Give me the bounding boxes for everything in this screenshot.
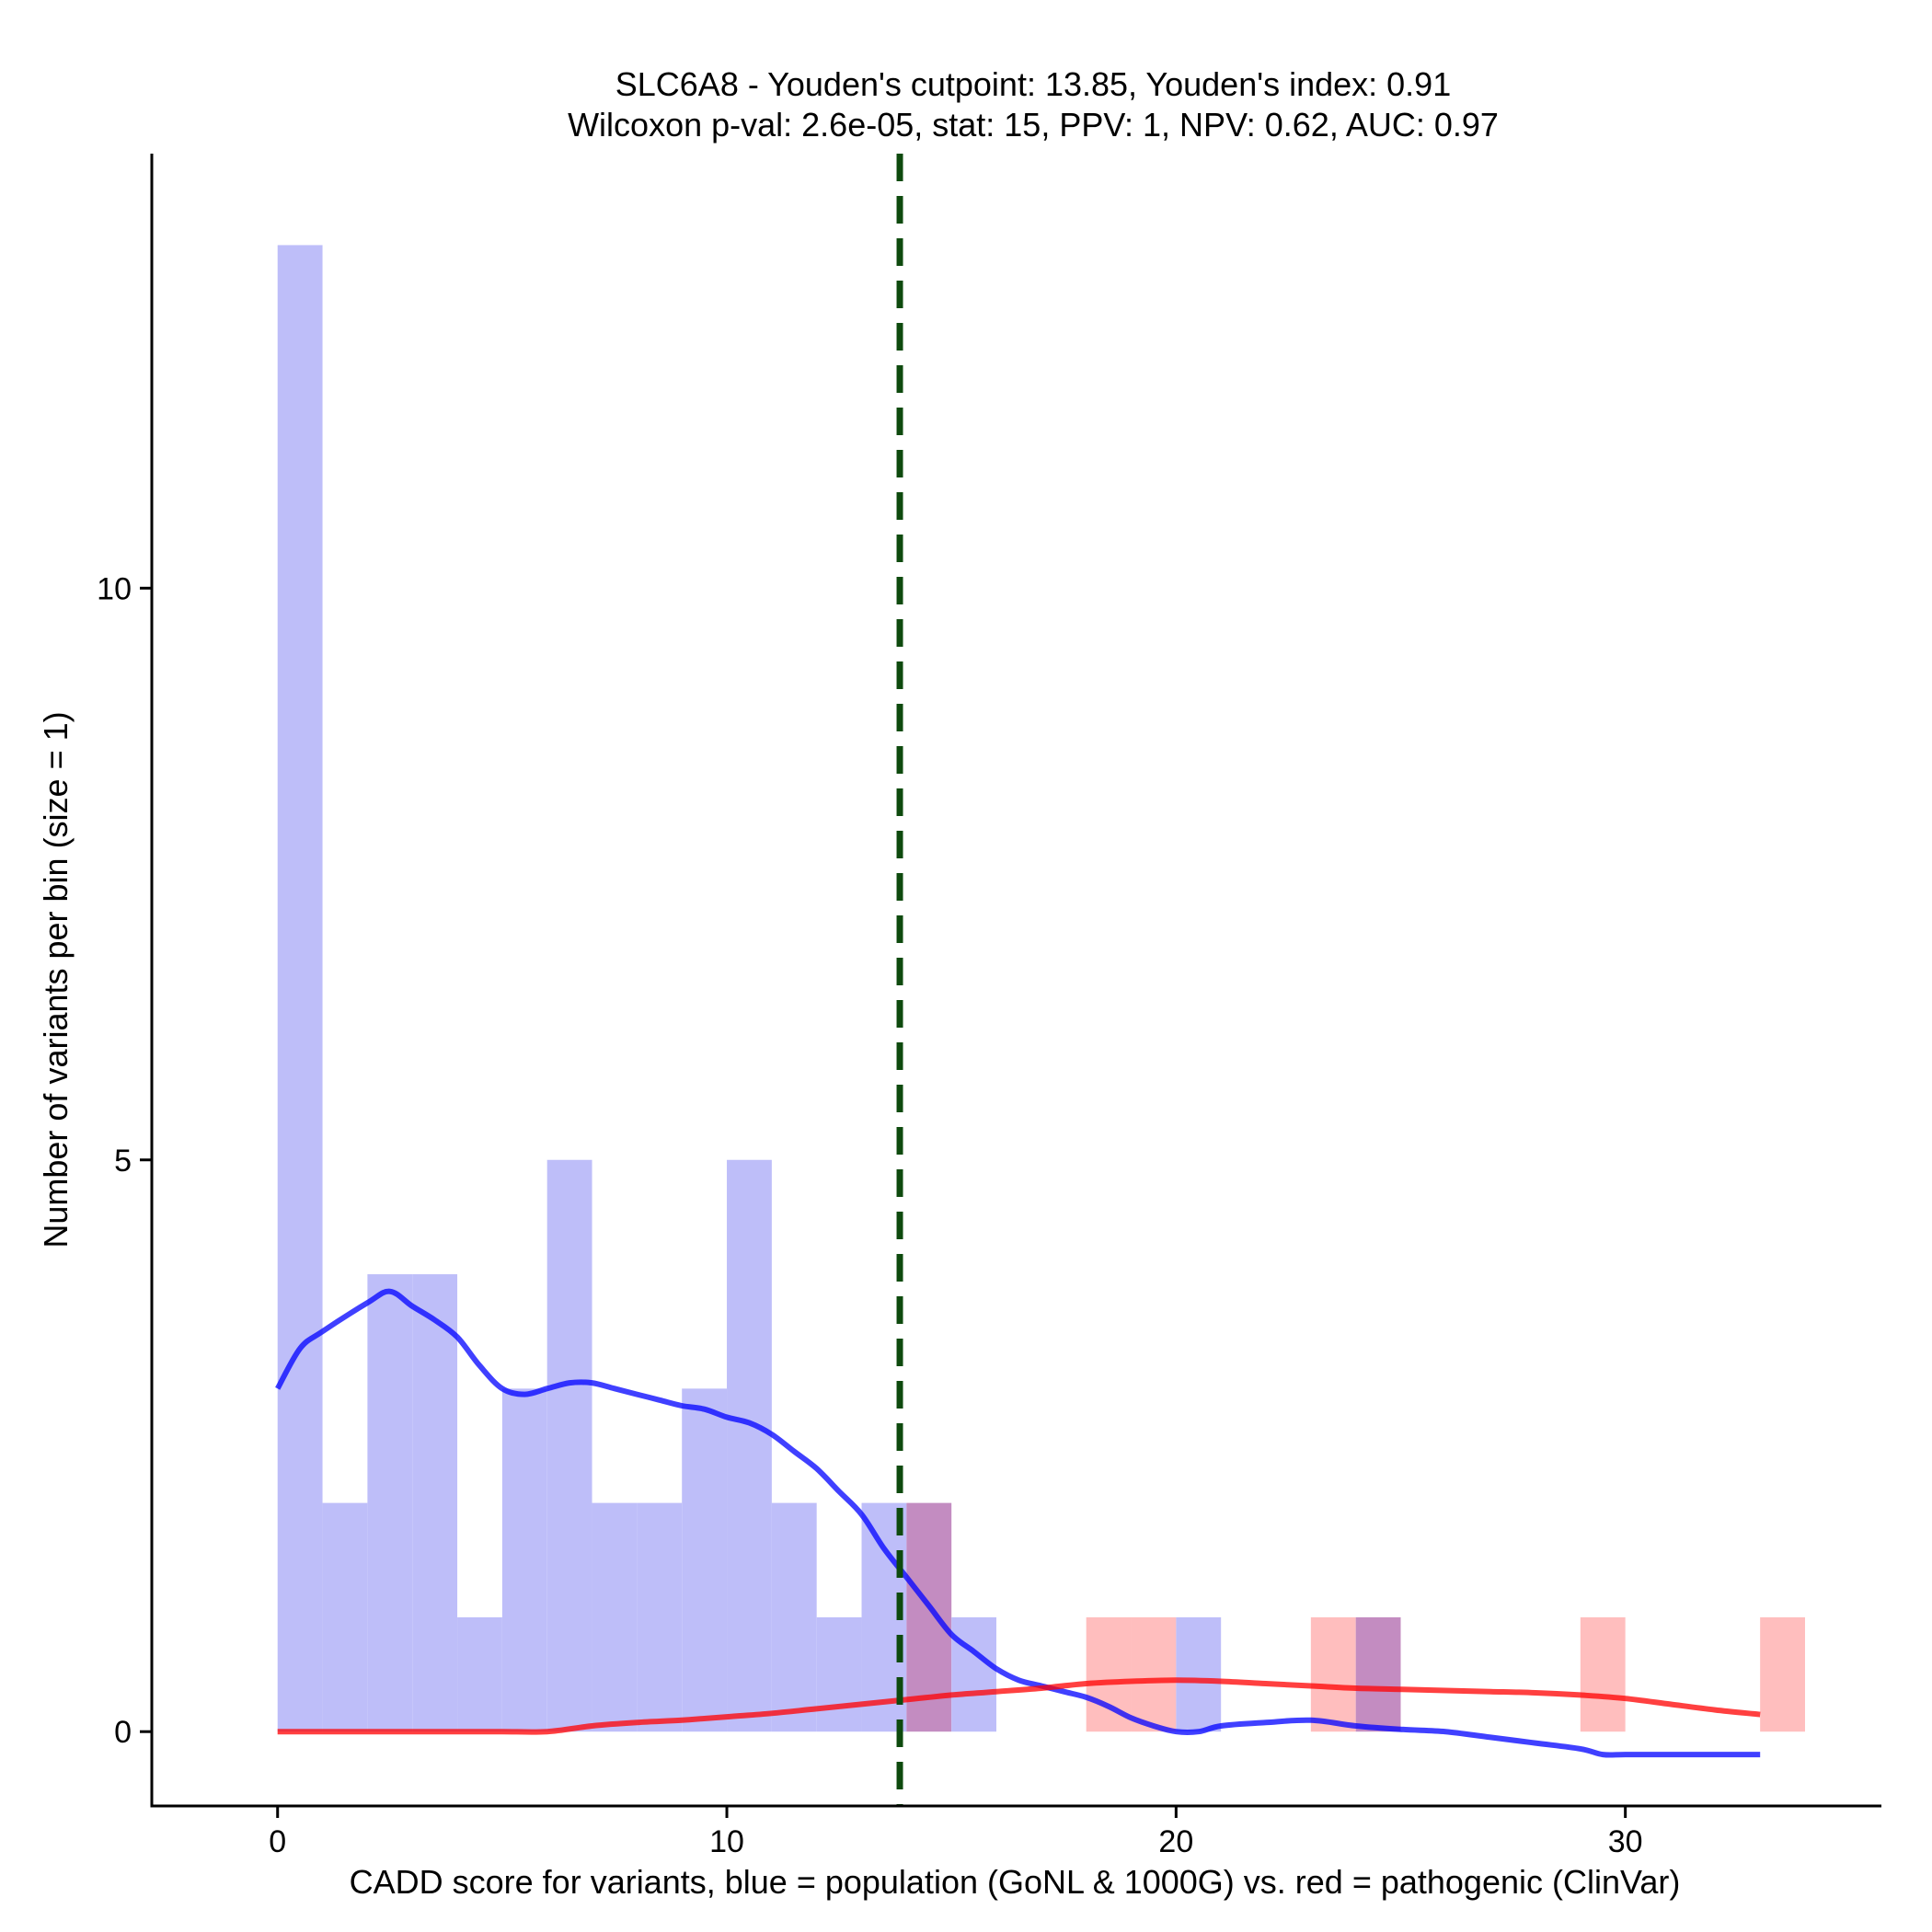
histogram-bar-population xyxy=(951,1616,997,1732)
histogram-bar-population xyxy=(277,245,323,1732)
histogram-bar-population xyxy=(546,1159,592,1732)
chart-title: SLC6A8 - Youden's cutpoint: 13.85, Youde… xyxy=(568,65,1499,144)
x-tick-label: 0 xyxy=(269,1824,286,1859)
histogram-bar-population xyxy=(457,1616,502,1732)
histogram-bar-population xyxy=(727,1159,772,1732)
histogram-bar-population xyxy=(322,1502,368,1732)
y-axis-title: Number of variants per bin (size = 1) xyxy=(37,711,75,1248)
x-tick-label: 30 xyxy=(1608,1824,1643,1859)
axes xyxy=(150,154,1881,1808)
y-tick-label: 5 xyxy=(114,1144,132,1179)
histogram-bar-population xyxy=(682,1388,728,1732)
histogram-bar-population xyxy=(1176,1616,1222,1732)
histogram-bar-population xyxy=(501,1388,547,1732)
histogram-bar-population xyxy=(412,1274,458,1732)
x-tick-label: 10 xyxy=(709,1824,744,1859)
histogram-bar-pathogenic xyxy=(1131,1616,1177,1732)
chart-title-line-1: SLC6A8 - Youden's cutpoint: 13.85, Youde… xyxy=(615,65,1451,103)
histogram-bars xyxy=(277,245,1805,1732)
x-axis-title: CADD score for variants, blue = populati… xyxy=(350,1863,1681,1901)
axis-ticks: 0 10 20 30 0 5 10 xyxy=(97,571,1642,1859)
histogram-bar-pathogenic xyxy=(1580,1616,1626,1732)
density-curve-pathogenic xyxy=(277,1677,1761,1735)
histogram-bar-population xyxy=(637,1502,683,1732)
histogram-bar-pathogenic xyxy=(1310,1616,1356,1732)
y-tick-label: 10 xyxy=(97,571,132,606)
histogram-bar-population xyxy=(771,1502,817,1732)
histogram-bar-pathogenic xyxy=(1760,1616,1805,1732)
x-tick-label: 20 xyxy=(1158,1824,1193,1859)
chart-title-line-2: Wilcoxon p-val: 2.6e-05, stat: 15, PPV: … xyxy=(568,106,1499,144)
histogram-bar-population xyxy=(592,1502,638,1732)
histogram-bar-population xyxy=(816,1616,862,1732)
histogram-bar-population xyxy=(367,1274,413,1732)
y-tick-label: 0 xyxy=(114,1715,132,1750)
histogram-bar-overlap xyxy=(1355,1616,1401,1732)
density-curve-population xyxy=(275,1288,1761,1758)
density-curves xyxy=(275,1288,1761,1758)
